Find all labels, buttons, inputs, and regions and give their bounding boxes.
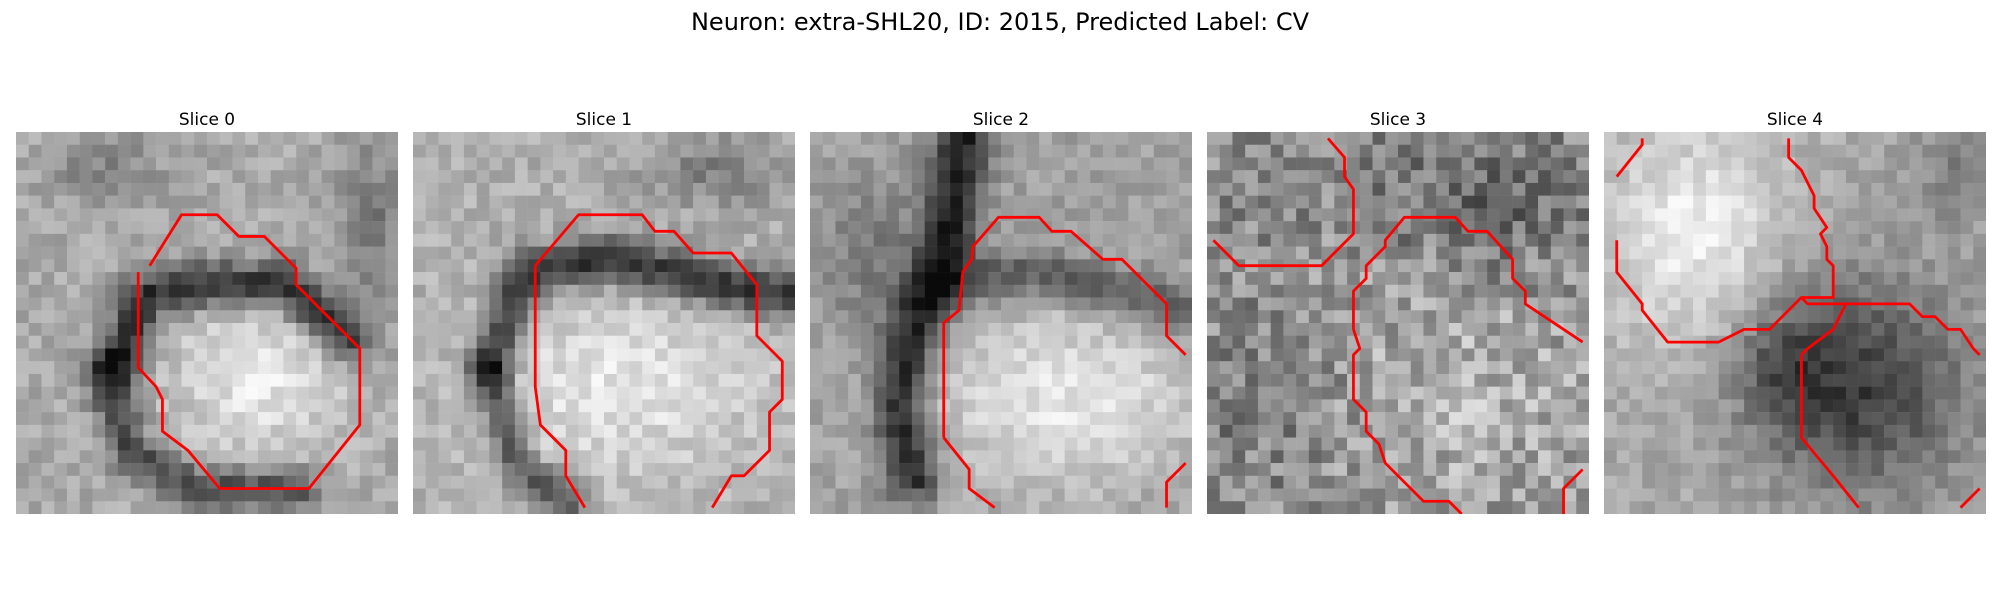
slice-title: Slice 3 — [1369, 110, 1427, 130]
slice-panel-1: Slice 1 — [413, 108, 795, 514]
segmentation-contour — [1212, 137, 1355, 268]
segmentation-contour — [1959, 487, 1981, 509]
segmentation-contour — [1562, 468, 1584, 514]
slice-panel-2: Slice 2 — [810, 108, 1192, 514]
segmentation-contour — [942, 436, 996, 509]
segmentation-contour — [1800, 302, 1981, 356]
segmentation-contour — [942, 215, 1187, 438]
slice-image-1 — [413, 132, 795, 514]
slice-panel-3: Slice 3 — [1207, 108, 1589, 514]
slice-image-2 — [810, 132, 1192, 514]
slice-pixels — [810, 132, 1192, 514]
segmentation-contour — [1615, 138, 1835, 344]
slice-image-4 — [1604, 132, 1986, 514]
segmentation-contour — [1615, 138, 1644, 178]
slice-title: Slice 0 — [178, 110, 236, 130]
segmentation-contour — [1352, 215, 1584, 344]
slice-title: Slice 4 — [1766, 110, 1824, 130]
segmentation-contour — [1352, 328, 1463, 514]
slice-title: Slice 1 — [575, 110, 633, 130]
slice-pixels — [1207, 132, 1589, 514]
slice-pixels — [16, 132, 398, 514]
slice-panel-4: Slice 4 — [1604, 108, 1986, 514]
segmentation-contour — [533, 265, 587, 509]
segmentation-contour — [534, 213, 784, 509]
segmentation-contour — [1799, 354, 1860, 509]
slice-pixels — [413, 132, 795, 514]
slice-image-3 — [1207, 132, 1589, 514]
slice-image-0 — [16, 132, 398, 514]
segmentation-contour — [1165, 462, 1187, 508]
slice-panel-0: Slice 0 — [16, 108, 398, 514]
slice-pixels — [1604, 132, 1986, 514]
slice-title: Slice 2 — [972, 110, 1030, 130]
figure-title: Neuron: extra-SHL20, ID: 2015, Predicted… — [690, 8, 1310, 36]
segmentation-contour — [1800, 296, 1846, 306]
segmentation-contour — [136, 213, 362, 490]
